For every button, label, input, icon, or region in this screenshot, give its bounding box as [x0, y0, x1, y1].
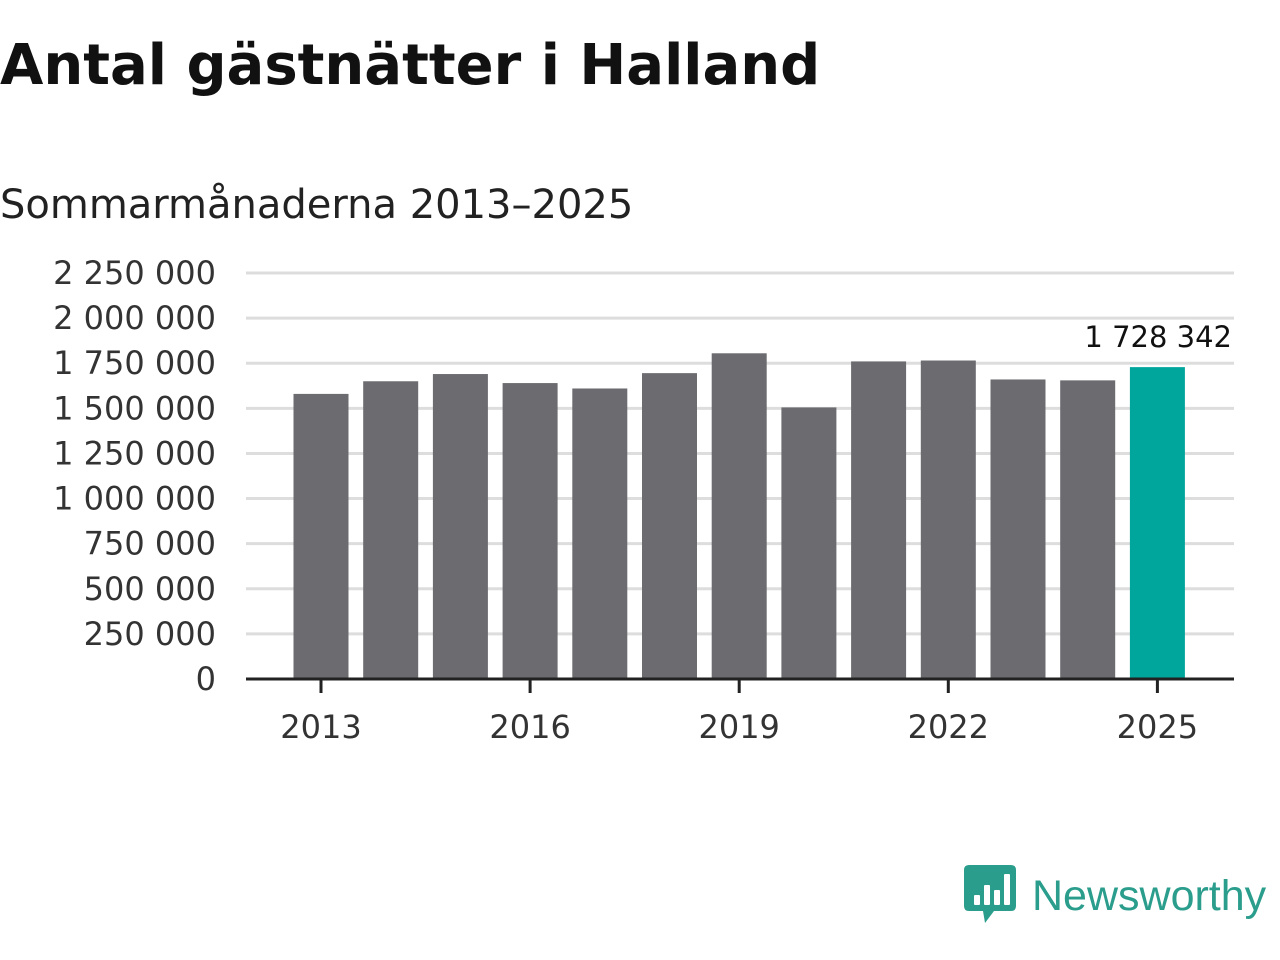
chart-subtitle: Sommarmånaderna 2013–2025: [0, 182, 634, 228]
bar-2017: [572, 388, 628, 679]
brand-name: Newsworthy: [1032, 871, 1267, 920]
bar-2024: [1060, 380, 1116, 679]
bar-chart-speech-bubble-icon: [964, 865, 1016, 923]
newsworthy-logo: Newsworthy: [964, 864, 1266, 928]
data-label: 1 728 342: [1084, 320, 1232, 354]
y-tick-label: 500 000: [84, 570, 216, 608]
y-tick-label: 2 250 000: [53, 254, 216, 292]
bar-2018: [642, 373, 697, 679]
bar-2021: [851, 361, 907, 679]
bar-2014: [363, 381, 419, 679]
bar-2013: [293, 393, 349, 679]
x-tick-label: 2022: [908, 708, 989, 746]
y-tick-label: 1 750 000: [53, 344, 216, 382]
data-labels: 1 728 342: [1080, 316, 1236, 358]
bar-2022: [920, 360, 976, 679]
bar-2019: [711, 353, 767, 679]
x-tick-label: 2013: [280, 708, 361, 746]
x-tick-label: 2019: [698, 708, 779, 746]
y-tick-label: 1 500 000: [53, 389, 216, 427]
x-axis: [246, 677, 1234, 693]
y-tick-label: 2 000 000: [53, 299, 216, 337]
y-tick-label: 1 000 000: [53, 480, 216, 518]
bars: [293, 353, 1185, 679]
y-tick-label: 1 250 000: [53, 434, 216, 472]
x-axis-tick-labels: 2013 2016 2019 2022 2025: [280, 708, 1198, 746]
y-tick-label: 250 000: [84, 615, 216, 653]
bar-2023: [990, 379, 1046, 679]
bar-2016: [502, 383, 558, 679]
y-axis-tick-labels: 0 250 000 500 000 750 000 1 000 000 1 250 000…: [53, 254, 216, 698]
chart-title: Antal gästnätter i Halland: [0, 33, 821, 98]
bar-2025: [1129, 367, 1185, 679]
bar-2020: [781, 407, 837, 679]
x-tick-label: 2016: [489, 708, 570, 746]
x-tick-label: 2025: [1117, 708, 1198, 746]
y-tick-label: 750 000: [84, 525, 216, 563]
y-tick-label: 0: [196, 660, 216, 698]
bar-2015: [432, 374, 488, 679]
